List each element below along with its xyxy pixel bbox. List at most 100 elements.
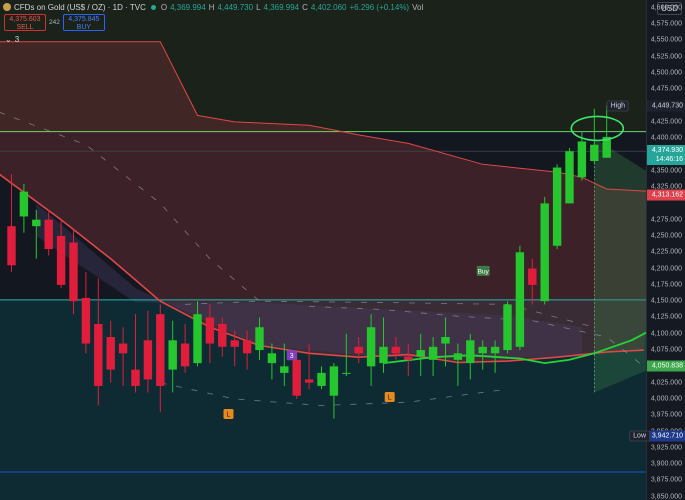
- candle-body: [94, 323, 103, 386]
- candle: [466, 333, 475, 380]
- candle: [404, 343, 413, 377]
- candle: [366, 314, 376, 386]
- orange-signal-marker-2: L: [384, 392, 395, 403]
- candle: [180, 323, 190, 373]
- price-tick: 3,900.000: [650, 460, 682, 468]
- candle: [7, 174, 16, 272]
- candle-body: [19, 191, 29, 217]
- sell-label: SELL: [16, 24, 34, 31]
- candle-body: [156, 314, 165, 386]
- gold-symbol-icon: [3, 3, 11, 11]
- price-tick: 4,400.000: [650, 134, 682, 142]
- moving-average-line: [0, 173, 644, 364]
- candle: [577, 131, 587, 181]
- high-value: 4,449.730: [217, 2, 254, 12]
- buy-button[interactable]: 4,375.845 BUY: [62, 14, 105, 31]
- candle: [379, 317, 388, 373]
- candle-body: [267, 353, 277, 364]
- candle: [565, 147, 574, 204]
- current-price-value: 4,374.930: [651, 146, 683, 154]
- candle: [242, 330, 252, 370]
- price-tick: 4,525.000: [650, 53, 682, 61]
- candle: [515, 245, 525, 351]
- candle-body: [304, 379, 314, 383]
- candle: [540, 196, 549, 305]
- bar-countdown: 14:46:16: [655, 155, 683, 163]
- candle-body: [565, 151, 574, 204]
- candle: [416, 333, 425, 377]
- purple-signal-marker-bg: [286, 350, 297, 361]
- candle: [552, 164, 562, 250]
- candle: [32, 209, 41, 259]
- low-side-label: Low: [629, 430, 650, 442]
- candle: [391, 337, 401, 360]
- orange-signal-marker-2-bg: [384, 392, 395, 403]
- candle-body: [143, 340, 153, 380]
- candle-body: [366, 327, 376, 367]
- candle-body: [280, 366, 289, 373]
- candle: [590, 108, 599, 165]
- candle-body: [205, 317, 215, 344]
- symbol-header: CFDs on Gold (US$ / OZ) · 1D · TVC O 4,36…: [0, 0, 423, 14]
- currency-selector[interactable]: USD: [657, 2, 682, 15]
- candle: [267, 343, 277, 380]
- candle: [478, 340, 487, 370]
- change-value: +6.296 (+0.14%): [349, 2, 410, 12]
- candle: [602, 105, 611, 158]
- candle: [354, 337, 363, 364]
- indicators-toggle[interactable]: ⌄ 3: [5, 35, 19, 44]
- price-tick: 4,425.000: [650, 118, 682, 126]
- candle: [56, 219, 66, 289]
- zone-upper: [0, 0, 647, 132]
- candle: [81, 271, 91, 354]
- sell-button[interactable]: 4,375.603 SELL: [4, 14, 46, 31]
- bottom-dashed-line: [160, 382, 508, 406]
- candle-body: [255, 327, 264, 351]
- candle: [106, 320, 115, 383]
- candle-body: [416, 350, 425, 357]
- low-label: L: [256, 2, 261, 12]
- candle-body: [44, 219, 53, 250]
- candle: [230, 330, 239, 367]
- candle-body: [7, 226, 16, 266]
- candle-body: [230, 340, 239, 347]
- candle: [218, 317, 227, 357]
- symbol-title[interactable]: CFDs on Gold (US$ / OZ) · 1D · TVC: [14, 2, 146, 12]
- candle: [453, 343, 463, 386]
- chevron-down-icon: ⌄: [5, 35, 12, 44]
- price-tick: 3,925.000: [650, 444, 682, 452]
- price-tick: 4,350.000: [650, 167, 682, 175]
- price-axis[interactable]: USD 4,600.000 4,575.000 4,550.000 4,525.000…: [646, 0, 685, 500]
- candle-body: [391, 346, 401, 354]
- price-tick: 3,875.000: [650, 476, 682, 484]
- price-tick: 4,200.000: [650, 265, 682, 273]
- purple-signal-marker-text: 3: [290, 353, 294, 360]
- candle: [304, 343, 314, 390]
- volume-label: Vol: [412, 2, 424, 12]
- zone-middle: [0, 131, 647, 300]
- candle-body: [56, 235, 66, 285]
- price-tick: 4,075.000: [650, 346, 682, 354]
- high-label: H: [208, 2, 215, 12]
- lower-dashed-line: [309, 306, 685, 400]
- trade-panel: 4,375.603 SELL 242 4,375.845 BUY: [4, 14, 105, 31]
- spread-value: 242: [49, 19, 60, 26]
- candle: [143, 310, 153, 393]
- band-fill: [0, 41, 657, 363]
- purple-signal-marker: 3: [286, 350, 297, 361]
- price-tick: 3,850.000: [650, 493, 682, 500]
- price-tick: 4,575.000: [650, 20, 682, 28]
- candle-body: [329, 366, 339, 396]
- candle-body: [466, 340, 475, 364]
- candle-body: [528, 268, 537, 285]
- buy-label: BUY: [76, 24, 92, 31]
- candle-body: [193, 314, 202, 364]
- high-side-label: High: [606, 100, 629, 112]
- low-price-label: 3,942.710: [647, 430, 685, 442]
- candle-body: [515, 252, 525, 347]
- candle-body: [478, 346, 487, 354]
- candle: [490, 340, 500, 373]
- highlight-ellipse: [570, 115, 625, 142]
